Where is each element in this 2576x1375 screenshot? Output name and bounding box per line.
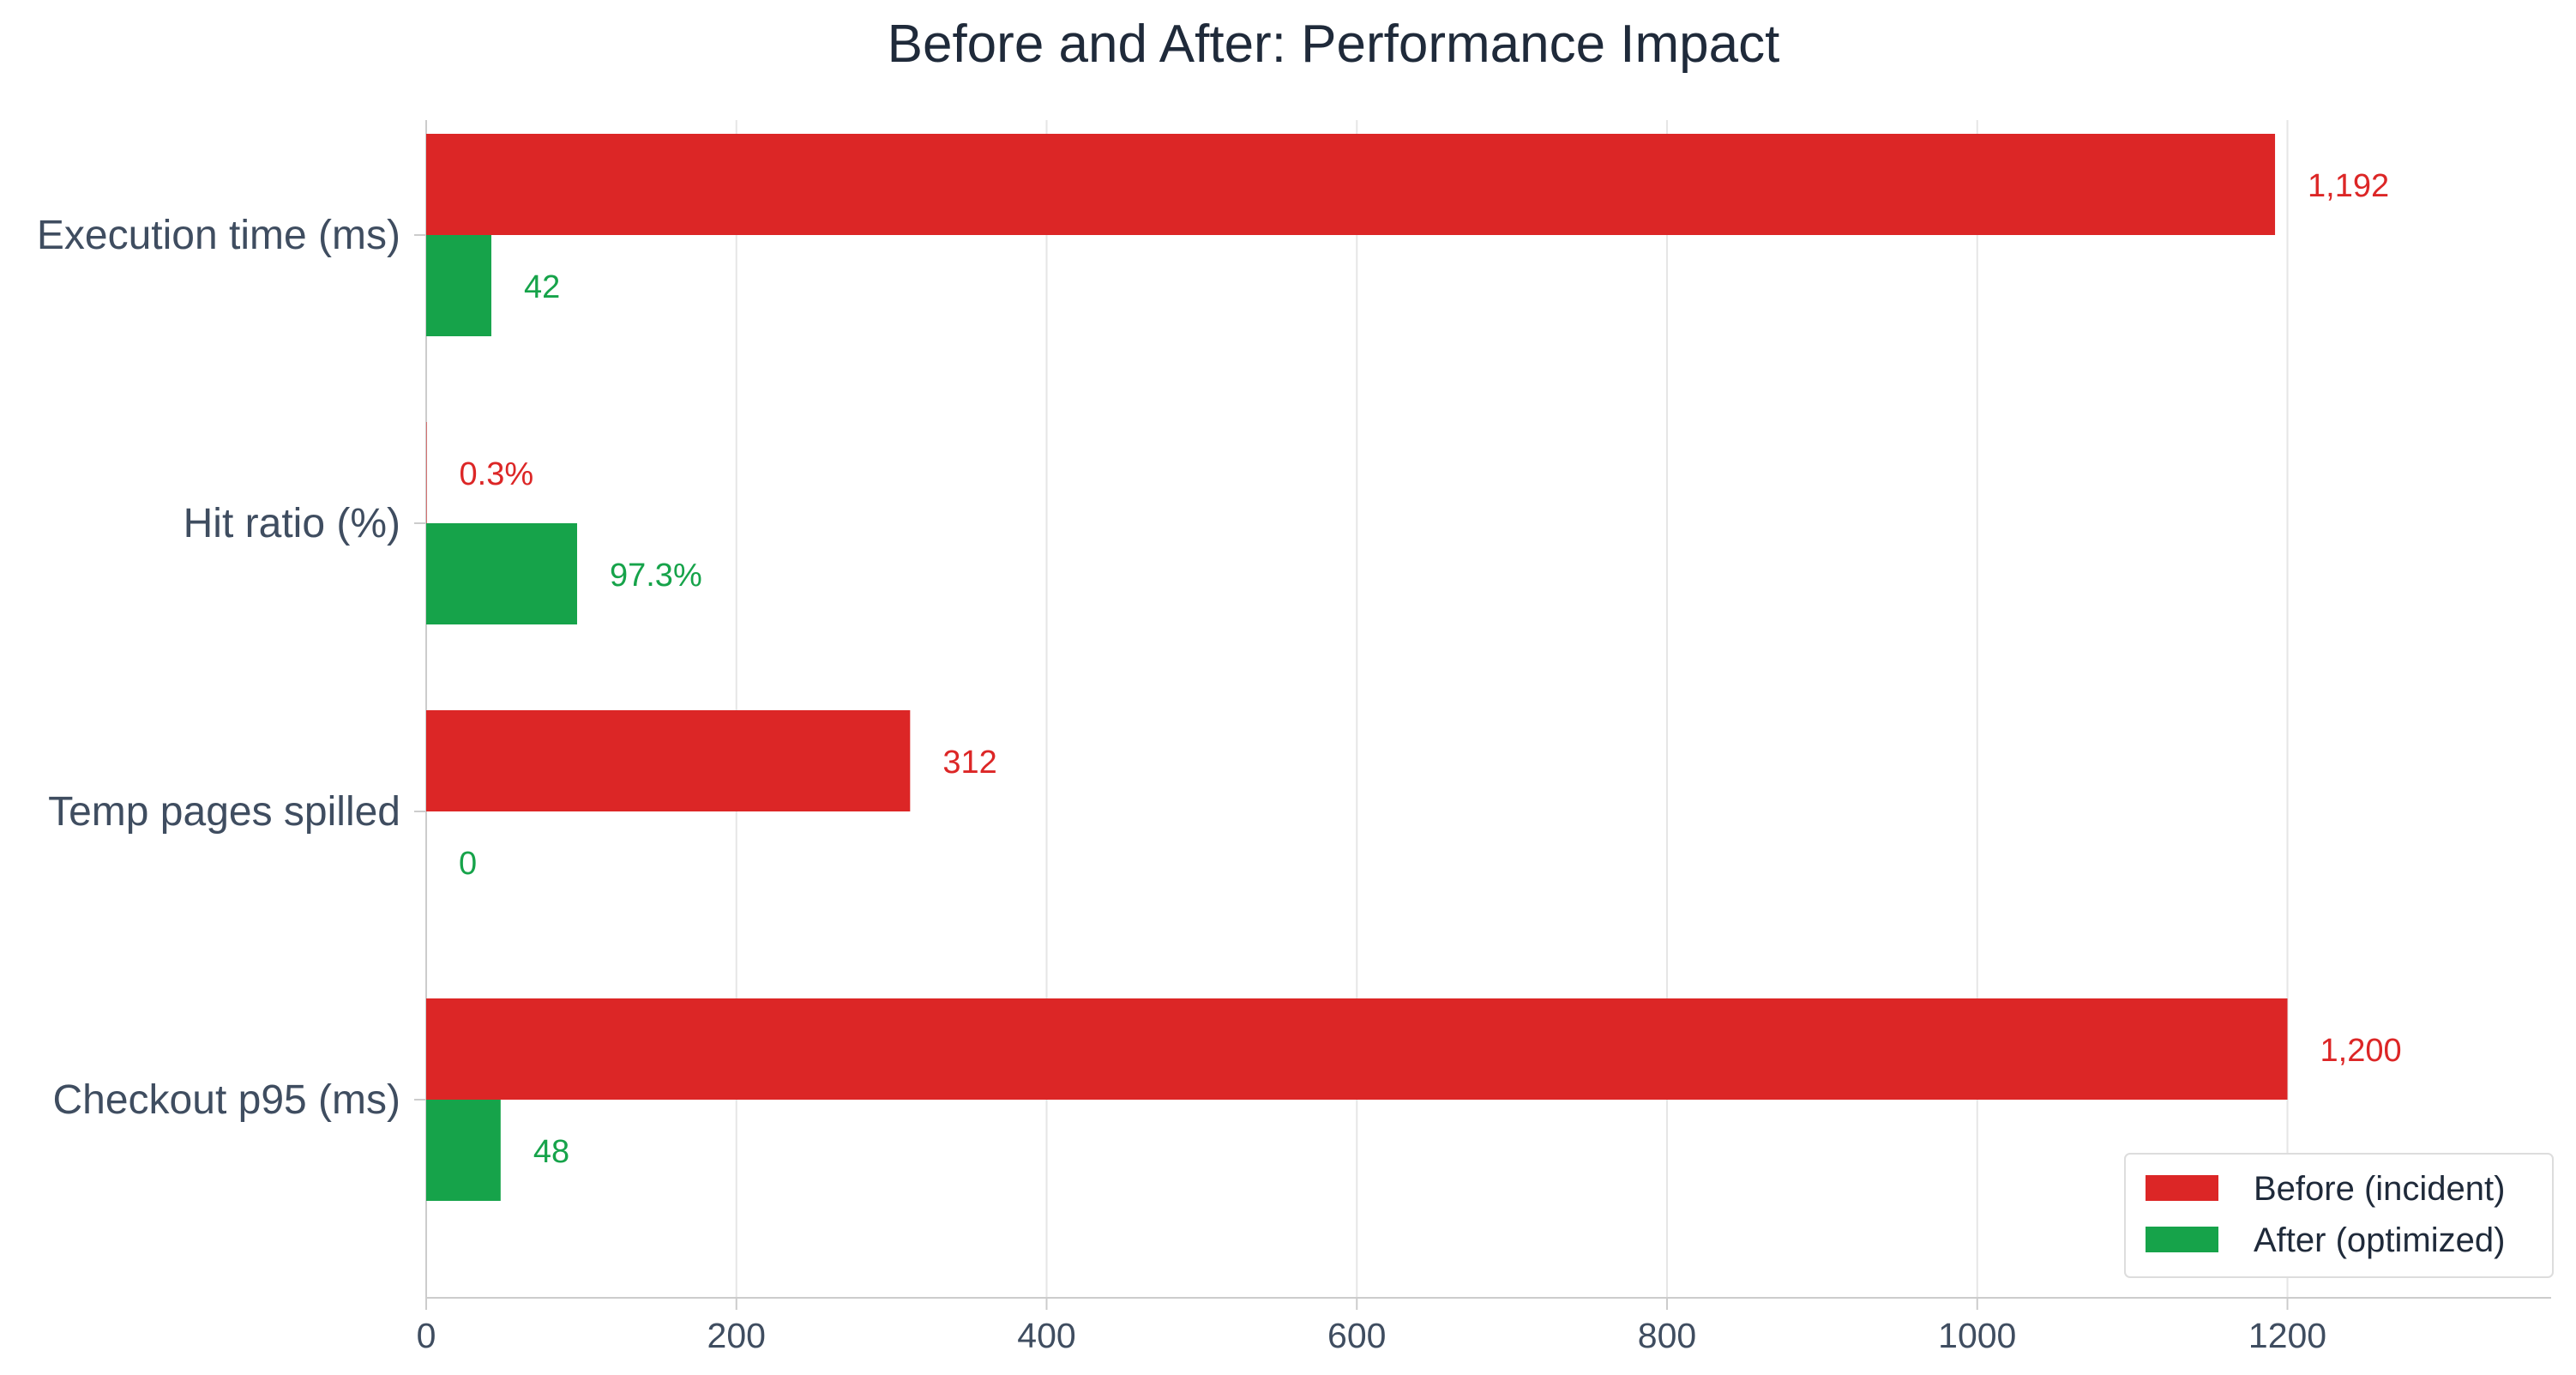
category-label: Execution time (ms) <box>37 213 400 258</box>
legend-swatch-after <box>2146 1227 2218 1252</box>
data-label-before: 312 <box>942 745 996 781</box>
legend-label-before: Before (incident) <box>2254 1170 2505 1208</box>
category-label: Checkout p95 (ms) <box>53 1077 401 1123</box>
chart-title: Before and After: Performance Impact <box>888 15 1780 74</box>
bar-after <box>426 523 577 624</box>
x-tick-label: 1200 <box>2248 1316 2326 1355</box>
legend-label-after: After (optimized) <box>2254 1221 2505 1259</box>
x-tick-label: 1000 <box>1938 1316 2016 1355</box>
category-label: Temp pages spilled <box>48 789 400 835</box>
bar-before <box>426 710 911 811</box>
legend: Before (incident) After (optimized) <box>2124 1153 2554 1278</box>
grid-lines <box>425 120 2289 1298</box>
x-tick-label: 200 <box>707 1316 766 1355</box>
data-label-after: 0 <box>459 846 477 882</box>
data-label-before: 1,200 <box>2320 1033 2402 1069</box>
x-tick-label: 800 <box>1638 1316 1696 1355</box>
bar-before <box>426 998 2288 1100</box>
data-label-before: 1,192 <box>2308 168 2389 204</box>
data-label-after: 42 <box>524 269 560 305</box>
data-label-after: 48 <box>533 1134 569 1170</box>
bars <box>426 134 2288 1201</box>
data-label-before: 0.3% <box>460 456 534 492</box>
data-label-after: 97.3% <box>610 558 702 594</box>
bar-after <box>426 235 491 336</box>
bar-before <box>426 422 427 523</box>
data-labels: 1,192 42 0.3% 97.3% 312 0 1,200 48 <box>459 168 2402 1170</box>
category-label: Hit ratio (%) <box>184 501 400 546</box>
legend-swatch-before <box>2146 1175 2218 1201</box>
axes: 0 200 400 600 800 1000 1200 Execution time (ms)… <box>37 120 2551 1355</box>
x-tick-label: 600 <box>1327 1316 1386 1355</box>
bar-after <box>426 1100 501 1201</box>
x-tick-label: 0 <box>417 1316 436 1355</box>
legend-box <box>2124 1153 2554 1278</box>
x-tick-label: 400 <box>1017 1316 1075 1355</box>
bar-before <box>426 134 2276 235</box>
